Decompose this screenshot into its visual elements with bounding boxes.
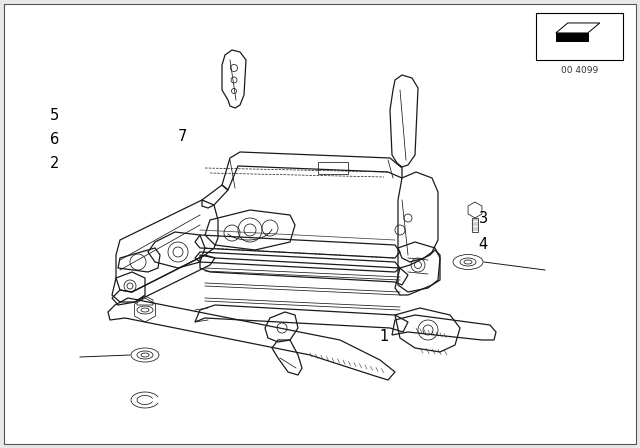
Bar — [536, 13, 623, 60]
Text: 6: 6 — [50, 132, 59, 147]
Text: 4: 4 — [479, 237, 488, 252]
Text: 2: 2 — [50, 156, 59, 171]
Text: 7: 7 — [178, 129, 187, 144]
Polygon shape — [556, 23, 600, 33]
Text: 1: 1 — [380, 328, 388, 344]
Text: 5: 5 — [50, 108, 59, 123]
Text: 00 4099: 00 4099 — [561, 66, 598, 75]
Polygon shape — [556, 33, 588, 41]
Text: 3: 3 — [479, 211, 488, 226]
Bar — [318, 162, 348, 174]
